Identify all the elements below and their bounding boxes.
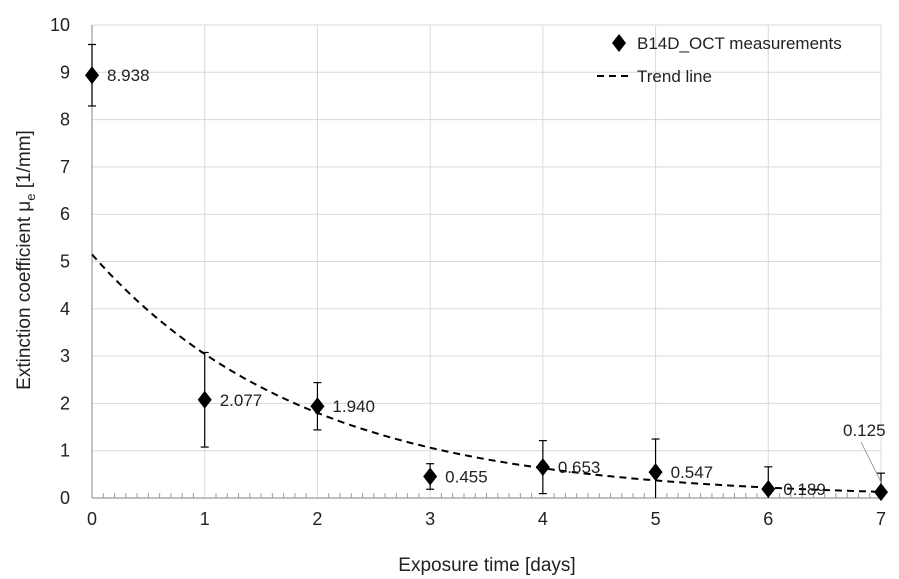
x-tick-label: 2 <box>312 509 322 529</box>
data-label: 0.125 <box>843 421 886 440</box>
data-label: 8.938 <box>107 66 150 85</box>
y-tick-label: 9 <box>60 62 70 82</box>
data-label: 1.940 <box>332 397 375 416</box>
data-label: 0.547 <box>671 463 714 482</box>
data-markers <box>85 66 888 502</box>
data-label: 0.189 <box>783 480 826 499</box>
trend-line <box>91 253 882 493</box>
x-tick-label: 4 <box>538 509 548 529</box>
gridlines <box>92 24 882 498</box>
data-point-marker <box>535 458 550 477</box>
y-tick-label: 7 <box>60 157 70 177</box>
data-point-marker <box>197 390 212 409</box>
x-tick-label: 1 <box>200 509 210 529</box>
y-tick-label: 8 <box>60 110 70 130</box>
y-tick-label: 6 <box>60 204 70 224</box>
legend-diamond-marker <box>612 34 626 52</box>
y-tick-label: 3 <box>60 346 70 366</box>
x-tick-label: 6 <box>763 509 773 529</box>
data-label: 0.455 <box>445 467 488 486</box>
data-point-marker <box>874 483 888 502</box>
y-axis-title-subscript: e <box>23 194 38 201</box>
data-point-marker <box>761 480 776 499</box>
y-tick-label: 1 <box>60 441 70 461</box>
x-tick-label: 7 <box>876 509 886 529</box>
y-tick-label: 4 <box>60 299 70 319</box>
data-point-marker <box>648 463 663 482</box>
axes: 0 1 2 3 4 5 6 7 8 9 10 0 1 2 3 4 5 6 7 <box>50 15 886 529</box>
y-tick-label: 2 <box>60 393 70 413</box>
data-point-marker <box>423 467 438 486</box>
x-tick-label: 5 <box>651 509 661 529</box>
error-bars <box>88 43 885 498</box>
data-point-marker <box>310 397 325 416</box>
x-axis-title: Exposure time [days] <box>398 555 575 576</box>
y-axis-title: Extinction coefficient μe [1/mm] <box>14 130 38 390</box>
data-point-marker <box>85 66 99 85</box>
trend-line-layer <box>91 253 882 493</box>
y-tick-label: 5 <box>60 252 70 272</box>
data-label: 2.077 <box>220 391 263 410</box>
y-tick-label: 10 <box>50 15 70 35</box>
y-tick-label: 0 <box>60 488 70 508</box>
legend-label-measurements: B14D_OCT measurements <box>637 34 842 53</box>
data-label: 0.653 <box>558 458 601 477</box>
y-axis-title-main: Extinction coefficient μ <box>14 201 35 390</box>
y-axis-title-unit: [1/mm] <box>14 130 35 193</box>
data-labels: 8.938 2.077 1.940 0.455 0.653 0.547 0.189 0.125 <box>107 66 886 499</box>
x-tick-label: 0 <box>87 509 97 529</box>
legend: B14D_OCT measurements Trend line <box>597 34 842 86</box>
x-tick-label: 3 <box>425 509 435 529</box>
legend-label-trend-line: Trend line <box>637 67 712 86</box>
data-label-leader <box>860 441 883 485</box>
